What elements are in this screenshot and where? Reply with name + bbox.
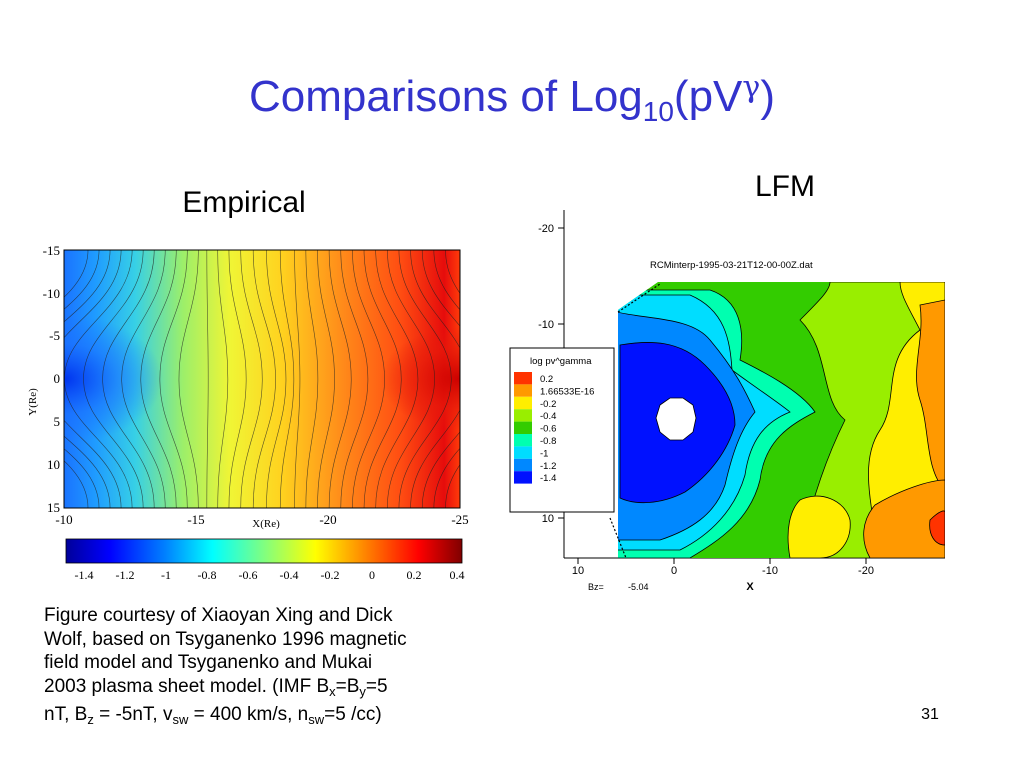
- colorbar-tick-label: -1.2: [116, 568, 135, 582]
- legend-label: -1: [540, 448, 548, 459]
- empirical-heading: Empirical: [182, 186, 306, 219]
- lfm-heading: LFM: [755, 170, 815, 203]
- y-axis-label: Y(Re): [27, 388, 39, 416]
- colorbar-tick-label: -0.6: [239, 568, 258, 582]
- bz-label: Bz=: [588, 582, 604, 592]
- contour-line: [121, 250, 166, 508]
- y-tick-label: -5: [49, 328, 60, 343]
- legend-label: 0.2: [540, 374, 553, 385]
- legend-swatch: [514, 372, 532, 385]
- contour-line: [340, 250, 369, 508]
- contour-line: [252, 250, 276, 508]
- contour-line: [328, 250, 352, 508]
- contour-line: [279, 250, 295, 508]
- y-tick-label: 10: [542, 513, 554, 525]
- y-tick-label: -10: [538, 319, 554, 331]
- contour-line: [433, 250, 460, 508]
- x-axis-label: X(Re): [252, 518, 280, 530]
- x-tick-label: -10: [55, 512, 72, 527]
- contour-line: [159, 250, 188, 508]
- x-tick-label: -15: [187, 512, 204, 527]
- y-tick-label: -15: [43, 243, 60, 258]
- colorbar-tick-label: -0.8: [198, 568, 217, 582]
- x-tick-label: -20: [319, 512, 336, 527]
- contour-line: [421, 250, 460, 508]
- y-tick-label: -10: [43, 286, 60, 301]
- x-tick-label: -20: [858, 565, 874, 577]
- legend-swatch: [514, 384, 532, 397]
- page-number: 31: [921, 706, 939, 723]
- legend-label: -0.6: [540, 424, 556, 435]
- contour-line: [178, 250, 199, 508]
- contour-line: [363, 250, 402, 508]
- contour-line: [64, 250, 122, 508]
- x-tick-label: 0: [671, 565, 677, 577]
- y-tick-label: -20: [538, 223, 554, 235]
- legend-swatch: [514, 434, 532, 447]
- caption-line: field model and Tsyganenko and Mukai: [44, 652, 373, 673]
- colorbar-tick-label: -0.2: [321, 568, 340, 582]
- caption-line: Wolf, based on Tsyganenko 1996 magnetic: [44, 628, 407, 650]
- lfm-field: [618, 282, 945, 558]
- contour-line: [352, 250, 385, 508]
- lfm-plot: -20 -10 10 10 0 -10 -20 X Bz= -5.04 RCMi…: [509, 210, 945, 593]
- y-tick-label: 0: [54, 371, 61, 386]
- contour-line: [83, 250, 144, 508]
- colorbar-tick-label: -0.4: [280, 568, 299, 582]
- caption-line: 2003 plasma sheet model. (IMF Bx=By=5: [44, 675, 388, 699]
- contour-line: [387, 250, 435, 508]
- caption-line: nT, Bz = -5nT, vsw = 400 km/s, nsw=5 /cc…: [44, 704, 382, 727]
- contour-line: [64, 250, 89, 508]
- legend-label: -0.8: [540, 436, 556, 447]
- y-tick-label: 10: [47, 457, 60, 472]
- contour-line: [398, 250, 452, 508]
- legend-label: -0.4: [540, 411, 556, 422]
- figure-caption: Figure courtesy of Xiaoyan Xing and Dick…: [44, 604, 464, 732]
- x-tick-label: 10: [572, 565, 584, 577]
- slide-title: Comparisons of Log10(pVγ): [249, 70, 775, 127]
- colorbar: [65, 538, 463, 564]
- bz-value: -5.04: [628, 582, 649, 592]
- contour-line: [228, 250, 247, 508]
- colorbar-tick-label: 0: [369, 568, 375, 582]
- legend-label: -0.2: [540, 399, 556, 410]
- colorbar-tick-label: -1.4: [75, 568, 94, 582]
- legend-swatch: [514, 396, 532, 410]
- x-axis-label: X: [746, 581, 754, 593]
- contour-line: [375, 250, 419, 508]
- colorbar-tick-label: 0.2: [407, 568, 422, 582]
- legend-label: 1.66533E-16: [540, 386, 594, 397]
- lfm-legend: log pv^gamma 0.21.66533E-16-0.2-0.4-0.6-…: [509, 347, 615, 513]
- empirical-field: [64, 250, 460, 508]
- legend-swatch: [514, 458, 532, 472]
- x-tick-label: -10: [762, 565, 778, 577]
- contour-line: [64, 250, 111, 508]
- legend-label: -1.4: [540, 473, 556, 484]
- contour-line: [102, 250, 155, 508]
- file-label: RCMinterp-1995-03-21T12-00-00Z.dat: [650, 260, 813, 271]
- contour-line: [305, 250, 319, 508]
- contour-line: [64, 250, 100, 508]
- legend-swatch: [514, 421, 532, 434]
- legend-swatch: [514, 471, 532, 484]
- contour-line: [217, 250, 229, 508]
- legend-swatch: [514, 409, 532, 422]
- contour-line: [206, 250, 209, 508]
- legend-label: -1.2: [540, 461, 556, 472]
- empirical-plot: -15 -10 -5 0 5 10 15 Y(Re) -10 -15 -20 -…: [27, 243, 469, 582]
- contour-line: [317, 250, 335, 508]
- contour-line: [266, 250, 287, 508]
- colorbar-tick-label: 0.4: [450, 568, 465, 582]
- contour-line: [410, 250, 460, 508]
- legend-swatch: [514, 446, 532, 459]
- contour-line: [240, 250, 263, 508]
- y-tick-label: 15: [47, 500, 60, 515]
- contour-line: [140, 250, 177, 508]
- x-tick-label: -25: [451, 512, 468, 527]
- legend-title: log pv^gamma: [530, 356, 592, 367]
- y-tick-label: 5: [54, 414, 61, 429]
- caption-line: Figure courtesy of Xiaoyan Xing and Dick: [44, 605, 393, 626]
- colorbar-tick-label: -1: [161, 568, 171, 582]
- contour-line: [294, 250, 301, 508]
